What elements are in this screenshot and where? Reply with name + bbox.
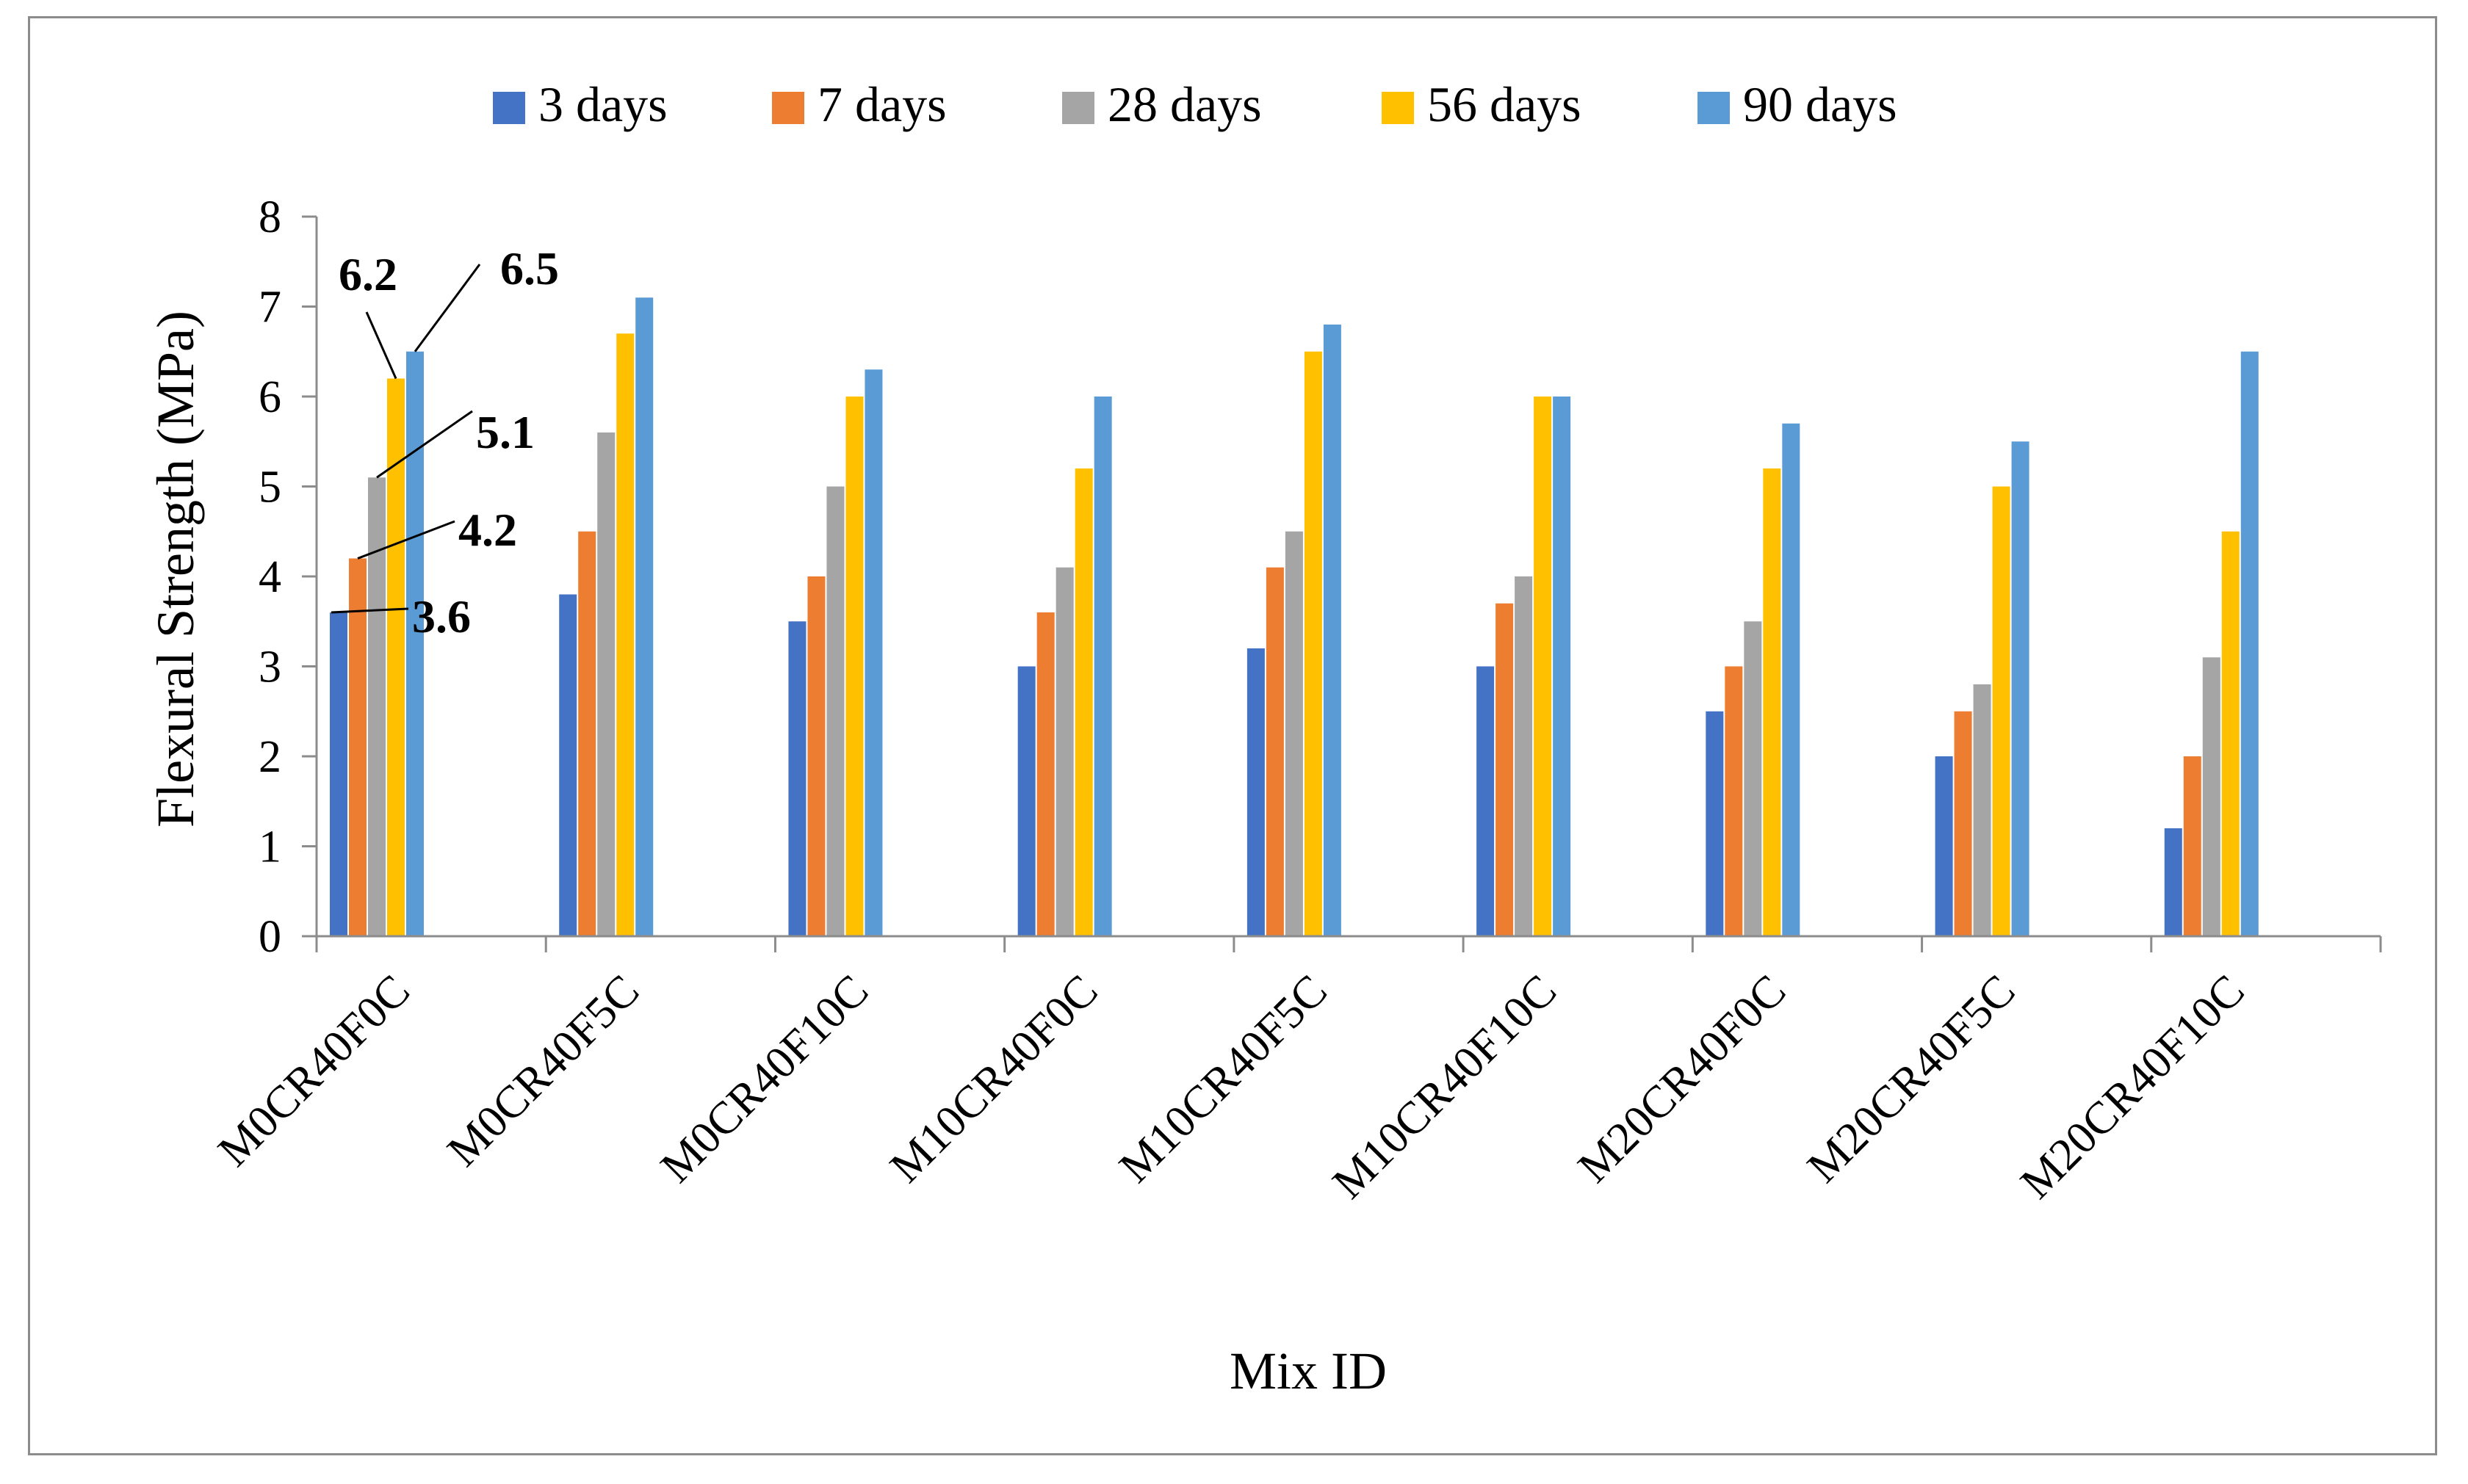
x-axis-title: Mix ID — [1230, 1342, 1387, 1400]
bar-56-days — [1304, 351, 1322, 936]
bar-90-days — [865, 369, 883, 936]
bar-7-days — [1725, 666, 1743, 936]
y-tick-label: 6 — [259, 372, 281, 422]
bar-90-days — [2011, 441, 2029, 936]
legend-label: 90 days — [1743, 76, 1897, 132]
y-tick-label: 5 — [259, 463, 281, 513]
bar-56-days — [1075, 468, 1093, 936]
bar-7-days — [2183, 756, 2201, 936]
bar-3-days — [2164, 828, 2182, 936]
x-tick-label: M0CR40F0C — [209, 966, 419, 1176]
annotation-leader-line — [414, 264, 481, 352]
y-tick-label: 3 — [259, 643, 281, 692]
bar-90-days — [635, 297, 654, 936]
legend-swatch — [1062, 92, 1094, 124]
bar-3-days — [1017, 666, 1036, 936]
bar-90-days — [1553, 397, 1571, 936]
chart-svg: 3 days 7 days 28 days 56 days 90 days 0 1 2 3 4 5… — [146, 76, 2382, 1400]
bar-3-days — [1476, 666, 1495, 936]
bar-56-days — [616, 333, 635, 936]
bar-90-days — [1323, 325, 1341, 936]
y-axis-title: Flexural Strength (MPa) — [146, 311, 205, 828]
legend: 3 days 7 days 28 days 56 days 90 days — [493, 76, 1897, 132]
annotation-leader-line — [357, 520, 455, 560]
data-label-annotation: 4.2 — [458, 504, 517, 556]
bar-56-days — [1992, 486, 2010, 936]
bar-3-days — [788, 621, 807, 936]
y-tick-label: 7 — [259, 283, 281, 333]
bar-28-days — [2202, 657, 2220, 936]
bars — [330, 297, 2259, 936]
legend-swatch — [772, 92, 804, 124]
legend-swatch — [493, 92, 525, 124]
bar-28-days — [826, 486, 845, 936]
y-tick-label: 2 — [259, 732, 281, 782]
bar-3-days — [559, 594, 577, 936]
bar-90-days — [1094, 397, 1112, 936]
bar-7-days — [578, 531, 596, 936]
x-tick-label: M10CR40F10C — [1323, 966, 1566, 1209]
x-tick-label: M20CR40F0C — [1569, 966, 1796, 1192]
legend-swatch — [1382, 92, 1414, 124]
bar-28-days — [1973, 684, 1991, 936]
legend-label: 56 days — [1427, 76, 1581, 132]
bar-56-days — [387, 378, 405, 936]
bar-56-days — [1763, 468, 1781, 936]
data-label-annotation: 6.2 — [339, 248, 397, 300]
annotation-leader-line — [365, 311, 397, 380]
x-tick-label: M10CR40F0C — [881, 966, 1108, 1192]
bar-56-days — [2221, 531, 2240, 936]
data-label-annotation: 6.5 — [500, 242, 559, 294]
y-tick-label: 4 — [259, 552, 281, 602]
y-axis-ticks: 0 1 2 3 4 5 6 7 8 — [259, 192, 317, 962]
bar-7-days — [1495, 603, 1514, 936]
y-tick-label: 0 — [259, 912, 281, 962]
bar-3-days — [330, 612, 347, 936]
x-axis-ticks: M0CR40F0C M0CR40F5C M0CR40F10C M10CR40F0C M1… — [209, 966, 2254, 1209]
bar-90-days — [2240, 351, 2259, 936]
bar-56-days — [1534, 397, 1552, 936]
x-tick-label: M0CR40F10C — [652, 966, 878, 1192]
bar-56-days — [845, 397, 864, 936]
legend-label: 3 days — [538, 76, 668, 132]
bar-28-days — [597, 432, 616, 936]
bar-28-days — [1744, 621, 1762, 936]
annotations: 3.6 4.2 5.1 6.2 6.5 — [331, 242, 559, 643]
bar-7-days — [1954, 711, 1972, 936]
bar-28-days — [1515, 576, 1533, 936]
x-tick-label: M20CR40F10C — [2011, 966, 2254, 1209]
bar-28-days — [1285, 531, 1303, 936]
bar-28-days — [1056, 567, 1074, 936]
bar-3-days — [1935, 756, 1953, 936]
x-tick-label: M20CR40F5C — [1798, 966, 2025, 1192]
y-tick-label: 8 — [259, 192, 281, 242]
data-label-annotation: 3.6 — [412, 590, 471, 643]
legend-swatch — [1697, 92, 1730, 124]
bar-3-days — [1706, 711, 1724, 936]
bar-90-days — [1782, 423, 1800, 936]
bar-3-days — [1246, 648, 1265, 936]
bar-7-days — [1036, 612, 1055, 936]
bar-7-days — [349, 558, 367, 936]
bar-7-days — [1266, 567, 1284, 936]
x-tick-label: M0CR40F5C — [438, 966, 649, 1176]
bar-7-days — [807, 576, 826, 936]
annotation-leader-line — [331, 607, 409, 614]
annotation-leader-line — [376, 410, 473, 479]
legend-label: 28 days — [1108, 76, 1262, 132]
x-tick-label: M10CR40F5C — [1110, 966, 1337, 1192]
bar-90-days — [406, 351, 424, 936]
chart-frame: 3 days 7 days 28 days 56 days 90 days 0 1 2 3 4 5… — [28, 16, 2437, 1455]
data-label-annotation: 5.1 — [476, 406, 535, 458]
legend-label: 7 days — [818, 76, 947, 132]
y-tick-label: 1 — [259, 822, 281, 872]
bar-28-days — [368, 477, 386, 936]
axes — [315, 217, 2382, 952]
